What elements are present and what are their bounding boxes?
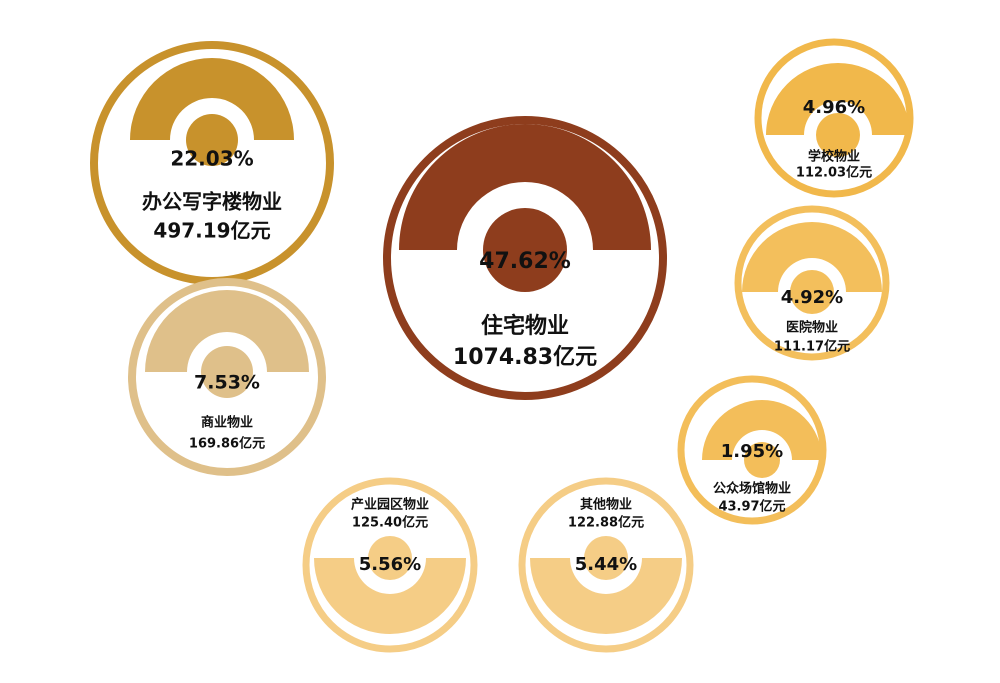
half-ring [130, 58, 294, 140]
center-dot [744, 442, 780, 478]
half-ring [399, 124, 651, 250]
property-item: 4.92% 医院物业 111.17亿元 [734, 205, 890, 361]
half-ring [742, 222, 882, 292]
amount-label: 122.88亿元 [568, 515, 644, 531]
center-dot [483, 208, 567, 292]
property-item: 5.56% 产业园区物业 125.40亿元 [302, 477, 478, 653]
property-item: 22.03% 办公写字楼物业 497.19亿元 [90, 41, 334, 285]
name-label: 办公写字楼物业 [142, 190, 282, 214]
amount-label: 1074.83亿元 [453, 345, 597, 370]
half-ring [145, 290, 309, 372]
name-label: 学校物业 [808, 149, 860, 165]
share-label: 7.53% [194, 372, 260, 394]
amount-label: 125.40亿元 [352, 515, 428, 531]
center-dot [201, 346, 253, 398]
share-label: 5.56% [359, 554, 421, 575]
share-label: 1.95% [721, 441, 783, 462]
amount-label: 497.19亿元 [153, 219, 270, 243]
center-dot [368, 536, 412, 580]
center-dot [790, 270, 834, 314]
property-item: 1.95% 公众场馆物业 43.97亿元 [677, 375, 827, 525]
name-label: 其他物业 [580, 497, 632, 513]
amount-label: 43.97亿元 [718, 499, 785, 515]
amount-label: 169.86亿元 [189, 436, 265, 452]
name-label: 公众场馆物业 [713, 481, 791, 497]
amount-label: 111.17亿元 [774, 339, 850, 355]
amount-label: 112.03亿元 [796, 165, 872, 181]
property-item: 47.62% 住宅物业 1074.83亿元 [383, 116, 667, 400]
name-label: 住宅物业 [481, 313, 569, 339]
property-item: 7.53% 商业物业 169.86亿元 [128, 278, 326, 476]
property-item: 5.44% 其他物业 122.88亿元 [518, 477, 694, 653]
center-dot [584, 536, 628, 580]
share-label: 4.92% [781, 287, 843, 308]
share-label: 47.62% [479, 249, 571, 274]
name-label: 医院物业 [786, 320, 838, 336]
center-dot [186, 114, 238, 166]
half-ring [766, 63, 910, 135]
half-ring [530, 558, 682, 634]
share-label: 22.03% [170, 147, 253, 171]
share-label: 4.96% [803, 97, 865, 118]
center-dot [816, 113, 860, 157]
half-ring [702, 400, 822, 460]
name-label: 产业园区物业 [351, 497, 429, 513]
share-label: 5.44% [575, 554, 637, 575]
half-ring [314, 558, 466, 634]
name-label: 商业物业 [201, 415, 253, 431]
